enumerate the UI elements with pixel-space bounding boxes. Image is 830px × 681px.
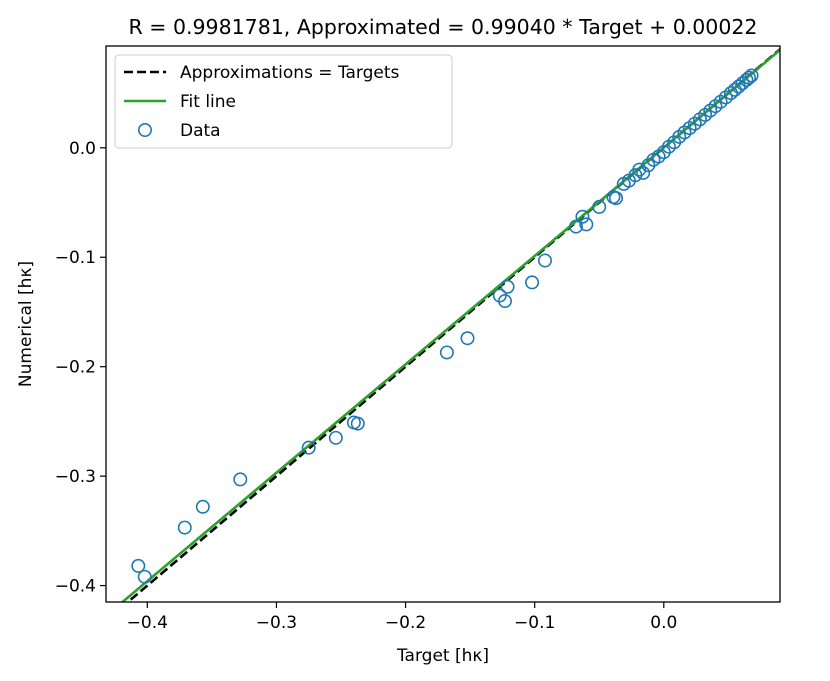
y-tick-label: 0.0 <box>69 139 96 159</box>
reference-lines <box>120 47 780 602</box>
data-point <box>137 569 152 584</box>
data-point <box>301 440 316 455</box>
data-point <box>195 499 210 514</box>
x-tick-label: −0.4 <box>127 613 168 633</box>
legend-circle-marker-icon <box>138 123 153 138</box>
data-point <box>744 68 759 83</box>
data-point <box>328 430 343 445</box>
data-point <box>233 472 248 487</box>
y-axis-ticks: −0.4 −0.3 −0.2 −0.1 0.0 <box>55 139 106 597</box>
x-axis-ticks: −0.4 −0.3 −0.2 −0.1 0.0 <box>127 602 677 633</box>
data-point <box>525 275 540 290</box>
chart-title: R = 0.9981781, Approximated = 0.99040 * … <box>129 15 758 39</box>
x-tick-label: −0.1 <box>514 613 555 633</box>
data-point <box>460 331 475 346</box>
y-tick-label: −0.1 <box>55 248 96 268</box>
y-tick-label: −0.3 <box>55 467 96 487</box>
data-point <box>350 416 365 431</box>
data-point <box>592 199 607 214</box>
data-point <box>632 162 647 177</box>
plot-frame <box>105 45 781 603</box>
data-point <box>538 253 553 268</box>
x-tick-label: −0.2 <box>385 613 426 633</box>
legend-label-identity: Approximations = Targets <box>180 63 400 83</box>
data-point <box>609 191 624 206</box>
y-tick-label: −0.2 <box>55 358 96 378</box>
x-axis-label: Target [hκ] <box>396 646 489 666</box>
data-point <box>500 279 515 294</box>
legend-label-fit: Fit line <box>180 92 236 112</box>
y-tick-label: −0.4 <box>55 577 96 597</box>
plot-area <box>120 47 780 602</box>
x-tick-label: 0.0 <box>650 613 677 633</box>
data-point <box>439 345 454 360</box>
legend-label-data: Data <box>180 121 221 141</box>
data-point <box>177 520 192 535</box>
legend: Approximations = Targets Fit line Data <box>114 54 453 149</box>
data-point <box>636 165 651 180</box>
x-tick-label: −0.3 <box>256 613 297 633</box>
y-axis-label: Numerical [hκ] <box>16 261 36 387</box>
data-point <box>731 79 746 94</box>
data-point <box>742 70 757 85</box>
data-point <box>131 558 146 573</box>
data-point <box>579 217 594 232</box>
data-point <box>575 209 590 224</box>
data-point <box>568 219 583 234</box>
legend-box <box>114 54 453 149</box>
data-points <box>131 68 759 584</box>
data-point <box>497 294 512 309</box>
fit-line <box>120 48 780 602</box>
